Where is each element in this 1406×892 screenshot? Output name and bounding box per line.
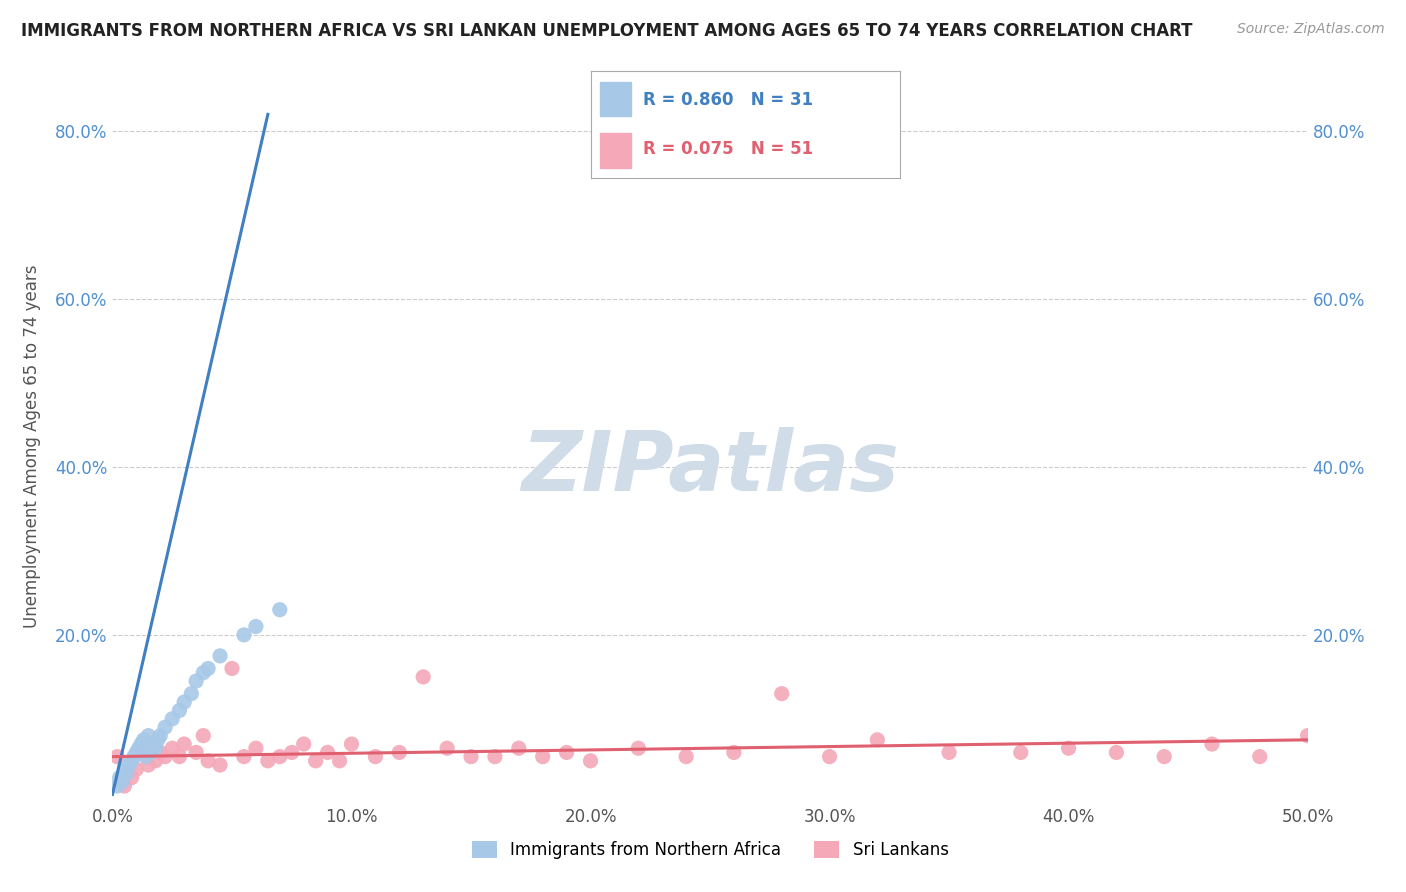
FancyBboxPatch shape bbox=[600, 82, 631, 116]
Point bbox=[292, 737, 315, 751]
Point bbox=[138, 729, 160, 743]
Point bbox=[125, 762, 148, 776]
Point bbox=[145, 741, 167, 756]
Point bbox=[221, 661, 243, 675]
Point bbox=[115, 766, 138, 780]
Legend: Immigrants from Northern Africa, Sri Lankans: Immigrants from Northern Africa, Sri Lan… bbox=[465, 834, 955, 866]
Point bbox=[145, 754, 167, 768]
Point bbox=[484, 749, 506, 764]
Point bbox=[209, 758, 232, 772]
Point bbox=[193, 729, 215, 743]
Point bbox=[114, 762, 135, 776]
Point bbox=[209, 648, 232, 663]
Point bbox=[114, 779, 135, 793]
Point bbox=[305, 754, 328, 768]
Point bbox=[555, 746, 578, 760]
Point bbox=[257, 754, 280, 768]
Point bbox=[329, 754, 352, 768]
Point bbox=[125, 746, 148, 760]
Point bbox=[153, 720, 176, 734]
Point bbox=[186, 674, 208, 689]
Text: Source: ZipAtlas.com: Source: ZipAtlas.com bbox=[1237, 22, 1385, 37]
Point bbox=[149, 729, 172, 743]
Text: ZIPatlas: ZIPatlas bbox=[522, 427, 898, 508]
Point bbox=[233, 628, 256, 642]
Point bbox=[193, 665, 215, 680]
Point bbox=[180, 687, 202, 701]
Point bbox=[105, 749, 128, 764]
Point bbox=[132, 732, 155, 747]
Point bbox=[142, 737, 165, 751]
Point bbox=[627, 741, 650, 756]
Point bbox=[770, 687, 793, 701]
Point bbox=[436, 741, 458, 756]
Point bbox=[1105, 746, 1128, 760]
Point bbox=[121, 771, 143, 785]
Point bbox=[818, 749, 841, 764]
Point bbox=[1201, 737, 1223, 751]
Point bbox=[412, 670, 434, 684]
Point bbox=[269, 749, 291, 764]
Point bbox=[723, 746, 745, 760]
Point bbox=[169, 703, 191, 717]
Point bbox=[162, 741, 183, 756]
Point bbox=[1057, 741, 1080, 756]
Point bbox=[1296, 729, 1319, 743]
Point bbox=[245, 619, 267, 633]
Point bbox=[138, 758, 160, 772]
Point bbox=[364, 749, 387, 764]
Point bbox=[139, 746, 162, 760]
Point bbox=[186, 746, 208, 760]
Point bbox=[531, 749, 554, 764]
Point bbox=[197, 754, 219, 768]
Point bbox=[938, 746, 960, 760]
Point bbox=[108, 771, 131, 785]
Point bbox=[1249, 749, 1271, 764]
Point bbox=[579, 754, 602, 768]
Point bbox=[316, 746, 339, 760]
Point bbox=[388, 746, 411, 760]
Point bbox=[1010, 746, 1032, 760]
Point bbox=[111, 774, 134, 789]
Point bbox=[173, 737, 195, 751]
Point bbox=[118, 758, 141, 772]
Point bbox=[153, 749, 176, 764]
Point bbox=[105, 779, 128, 793]
Point bbox=[128, 741, 150, 756]
Point bbox=[135, 749, 157, 764]
Point bbox=[281, 746, 304, 760]
Point bbox=[460, 749, 482, 764]
Point bbox=[162, 712, 183, 726]
Point bbox=[508, 741, 530, 756]
Point bbox=[197, 661, 219, 675]
Text: IMMIGRANTS FROM NORTHERN AFRICA VS SRI LANKAN UNEMPLOYMENT AMONG AGES 65 TO 74 Y: IMMIGRANTS FROM NORTHERN AFRICA VS SRI L… bbox=[21, 22, 1192, 40]
Point bbox=[122, 749, 145, 764]
Point bbox=[866, 732, 889, 747]
Point bbox=[129, 737, 152, 751]
Point bbox=[245, 741, 267, 756]
Point bbox=[340, 737, 363, 751]
Point bbox=[173, 695, 195, 709]
Point bbox=[169, 749, 191, 764]
Point bbox=[233, 749, 256, 764]
Y-axis label: Unemployment Among Ages 65 to 74 years: Unemployment Among Ages 65 to 74 years bbox=[24, 264, 41, 628]
FancyBboxPatch shape bbox=[600, 134, 631, 168]
Point bbox=[269, 603, 291, 617]
Point bbox=[121, 754, 143, 768]
Point bbox=[675, 749, 697, 764]
Point bbox=[146, 732, 169, 747]
Point bbox=[149, 746, 172, 760]
Point bbox=[129, 746, 152, 760]
Text: R = 0.075   N = 51: R = 0.075 N = 51 bbox=[643, 141, 813, 159]
Text: R = 0.860   N = 31: R = 0.860 N = 31 bbox=[643, 91, 813, 109]
Point bbox=[1153, 749, 1175, 764]
